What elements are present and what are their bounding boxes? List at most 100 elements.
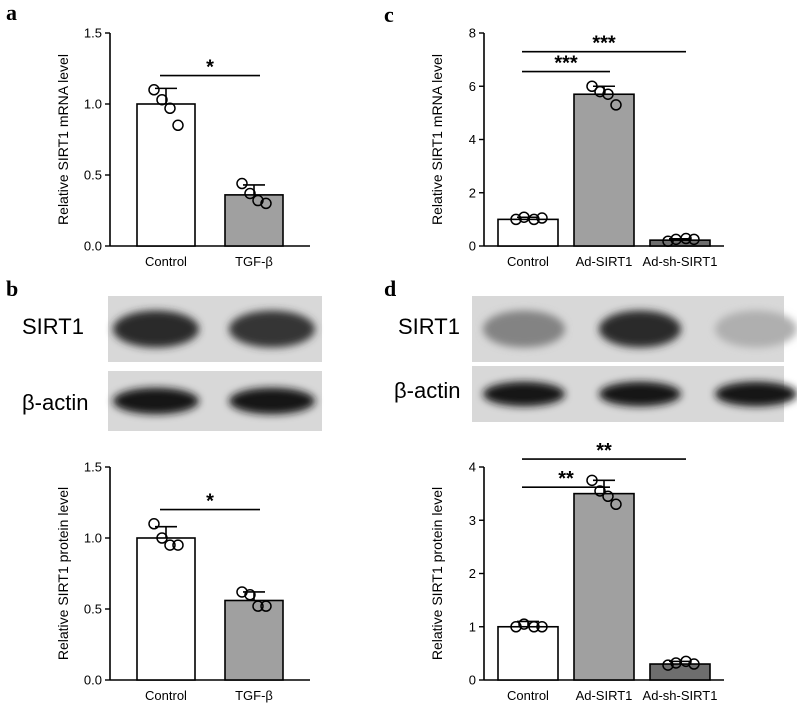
data-point — [680, 655, 692, 668]
blot-band — [483, 310, 565, 348]
y-tick-label: 2 — [469, 185, 476, 200]
panel-label-c: c — [384, 2, 394, 27]
y-axis-title: Relative SIRT1 protein level — [429, 487, 445, 660]
y-axis-title: Relative SIRT1 mRNA level — [429, 54, 445, 225]
data-point — [662, 235, 674, 247]
significance-label: *** — [592, 33, 616, 55]
data-point — [688, 658, 700, 670]
data-point — [244, 187, 256, 200]
bar — [573, 93, 635, 247]
data-point — [536, 212, 548, 224]
x-tick-label: TGF-β — [235, 688, 273, 703]
data-point — [586, 80, 598, 92]
data-point — [244, 589, 256, 601]
bar — [224, 599, 284, 681]
blot-band — [113, 387, 199, 415]
blot-band — [229, 387, 315, 415]
western-blot-b: SIRT1 β-actin — [22, 296, 322, 431]
y-tick-label: 6 — [469, 79, 476, 94]
data-point — [586, 474, 598, 487]
panel-label-a: a — [6, 0, 17, 25]
data-point — [528, 213, 540, 226]
y-tick-label: 3 — [469, 513, 476, 528]
significance-label: *** — [554, 53, 578, 75]
blot-band — [483, 381, 565, 407]
blot-band — [715, 381, 797, 407]
bar — [573, 492, 635, 681]
blot-band — [229, 310, 315, 348]
data-point — [528, 621, 540, 633]
data-point — [252, 194, 264, 207]
data-point — [510, 621, 522, 633]
y-tick-label: 8 — [469, 26, 476, 41]
significance-label: ** — [596, 440, 612, 462]
data-point — [260, 600, 272, 612]
x-tick-label: Control — [507, 254, 549, 269]
data-point — [236, 586, 248, 598]
y-tick-label: 1.5 — [84, 460, 102, 475]
y-tick-label: 2 — [469, 566, 476, 581]
bar — [497, 218, 559, 247]
data-point — [156, 532, 168, 544]
data-point — [662, 659, 674, 671]
y-tick-label: 1 — [469, 619, 476, 634]
y-tick-label: 1.0 — [84, 97, 102, 112]
y-tick-label: 0 — [469, 673, 476, 688]
data-point — [252, 600, 264, 612]
bar-chart-b: 0.0 0.5 1.0 1.5 Relative SIRT1 protein level… — [55, 460, 310, 703]
y-tick-label: 1.5 — [84, 26, 102, 41]
blot-band — [715, 310, 797, 348]
data-point — [610, 99, 622, 111]
y-tick-label: 0.5 — [84, 602, 102, 617]
data-point — [680, 232, 692, 245]
western-blot-d: SIRT1 β-actin — [394, 296, 797, 422]
y-tick-label: 0.5 — [84, 168, 102, 183]
x-tick-label: Ad-SIRT1 — [576, 688, 633, 703]
blot-band — [599, 310, 681, 348]
data-point — [156, 93, 168, 106]
bar — [136, 537, 196, 681]
data-point — [610, 498, 622, 511]
data-point — [602, 490, 614, 503]
x-tick-label: Ad-sh-SIRT1 — [643, 254, 718, 269]
y-tick-label: 0.0 — [84, 239, 102, 254]
data-point — [148, 518, 160, 530]
bar — [136, 103, 196, 247]
data-point — [536, 621, 548, 633]
data-point — [172, 119, 184, 132]
bar — [497, 625, 559, 681]
data-point — [594, 85, 606, 98]
x-tick-label: Control — [145, 254, 187, 269]
significance-label: * — [206, 491, 214, 513]
bar-chart-c: 0 2 4 6 8 Relative SIRT1 mRNA level Control Ad-… — [429, 26, 724, 269]
bar-chart-d: 0 1 2 3 4 Relative SIRT1 protein level Control… — [429, 440, 724, 703]
data-point — [602, 88, 614, 100]
panel-label-d: d — [384, 276, 396, 301]
data-point — [236, 177, 248, 190]
panel-label-b: b — [6, 276, 18, 301]
x-tick-label: TGF-β — [235, 254, 273, 269]
data-point — [172, 539, 184, 551]
x-tick-label: Ad-sh-SIRT1 — [643, 688, 718, 703]
y-axis-title: Relative SIRT1 protein level — [55, 487, 71, 660]
blot-d-band-label-2: β-actin — [394, 378, 460, 403]
y-axis-title: Relative SIRT1 mRNA level — [55, 54, 71, 225]
blot-band — [599, 381, 681, 407]
x-tick-label: Control — [145, 688, 187, 703]
significance-label: * — [206, 57, 214, 79]
x-tick-label: Ad-SIRT1 — [576, 254, 633, 269]
y-tick-label: 4 — [469, 132, 476, 147]
x-tick-label: Control — [507, 688, 549, 703]
data-point — [164, 102, 176, 115]
data-point — [510, 213, 522, 226]
data-point — [594, 485, 606, 497]
significance-label: ** — [558, 468, 574, 490]
y-tick-label: 0 — [469, 239, 476, 254]
data-point — [688, 233, 700, 246]
blot-d-band-label-1: SIRT1 — [398, 314, 460, 339]
blot-band — [113, 310, 199, 348]
data-point — [148, 84, 160, 96]
blot-b-band-label-1: SIRT1 — [22, 314, 84, 339]
data-point — [260, 197, 272, 210]
